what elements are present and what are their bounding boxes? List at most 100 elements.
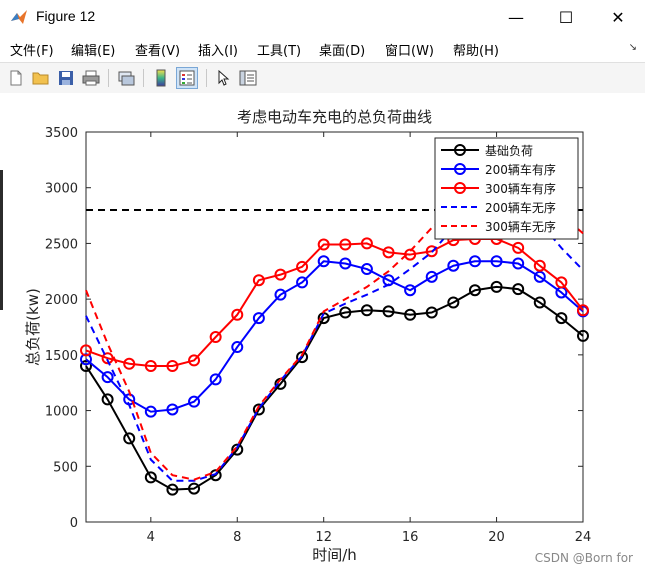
data-point-marker — [231, 443, 244, 456]
legend-swatch-marker — [454, 144, 466, 156]
data-point-marker — [166, 483, 179, 496]
data-point-marker — [101, 352, 114, 365]
menu-edit[interactable]: 编辑(E) — [71, 44, 116, 59]
data-point-marker — [468, 255, 481, 268]
toolbar-separator — [108, 69, 109, 87]
close-button[interactable]: ✕ — [611, 7, 625, 27]
y-tick-label: 1000 — [45, 405, 78, 420]
menu-tools[interactable]: 工具(T) — [257, 44, 302, 59]
data-point-marker — [425, 245, 438, 258]
menu-overflow-arrow-icon[interactable]: ↘ — [628, 42, 637, 53]
y-tick-label: 2000 — [45, 293, 78, 308]
data-point-marker — [425, 306, 438, 319]
figure-toolbar — [0, 62, 645, 94]
data-point-marker — [101, 393, 114, 406]
x-tick-label: 12 — [315, 530, 332, 545]
data-point-marker — [339, 306, 352, 319]
open-file-icon[interactable] — [30, 67, 52, 89]
data-point-marker — [296, 260, 309, 273]
link-plot-icon[interactable] — [115, 67, 137, 89]
data-point-marker — [188, 482, 201, 495]
toolbar-separator — [206, 69, 207, 87]
data-point-marker — [339, 257, 352, 270]
data-point-marker — [123, 432, 136, 445]
data-point-marker — [80, 344, 92, 357]
data-point-marker — [382, 305, 395, 318]
data-point-marker — [231, 341, 244, 354]
y-tick-label: 2500 — [45, 237, 78, 252]
data-point-marker — [144, 471, 157, 484]
data-point-marker — [188, 354, 201, 367]
data-point-marker — [123, 357, 136, 370]
y-tick-label: 0 — [70, 516, 78, 531]
x-tick-label: 16 — [402, 530, 419, 545]
data-point-marker — [274, 288, 287, 301]
menu-view[interactable]: 查看(V) — [135, 44, 181, 59]
pointer-icon[interactable] — [213, 67, 235, 89]
watermark-text: CSDN @Born for — [534, 551, 633, 565]
data-point-marker — [166, 403, 179, 416]
data-point-marker — [490, 255, 503, 268]
legend-entry-label: 300辆车有序 — [485, 181, 556, 196]
legend-entry-label: 200辆车有序 — [485, 162, 556, 177]
maximize-button[interactable]: ☐ — [558, 7, 574, 27]
data-point-marker — [144, 360, 157, 372]
menu-file[interactable]: 文件(F) — [10, 44, 54, 59]
data-point-marker — [555, 312, 568, 325]
data-point-marker — [252, 274, 265, 287]
data-point-marker — [252, 403, 265, 416]
series-line-1 — [85, 285, 584, 491]
legend-swatch-marker — [454, 163, 466, 175]
data-point-marker — [80, 353, 92, 366]
menu-bar: 文件(F) 编辑(E) 查看(V) 插入(I) 工具(T) 桌面(D) 窗口(W… — [0, 34, 645, 62]
data-point-marker — [577, 329, 589, 342]
x-tick-label: 4 — [147, 530, 155, 545]
data-point-marker — [317, 238, 330, 251]
data-point-marker — [101, 371, 114, 384]
y-tick-label: 500 — [53, 460, 78, 475]
legend-entry-label: 基础负荷 — [485, 144, 533, 158]
y-axis-label: 总负荷(kw) — [24, 288, 42, 366]
x-tick-label: 20 — [488, 530, 505, 545]
x-axis-label: 时间/h — [312, 546, 357, 564]
data-point-marker — [360, 263, 373, 276]
data-point-marker — [555, 276, 568, 289]
data-point-marker — [252, 312, 265, 325]
matlab-logo-icon — [11, 10, 27, 24]
y-tick-label: 3500 — [45, 126, 78, 141]
x-tick-label: 24 — [575, 530, 592, 545]
data-point-marker — [231, 308, 244, 321]
data-point-marker — [447, 259, 460, 272]
data-point-marker — [447, 296, 460, 309]
data-point-marker — [360, 304, 373, 317]
legend-swatch-marker — [454, 182, 466, 194]
background-window-edge — [0, 170, 3, 310]
menu-help[interactable]: 帮助(H) — [453, 44, 499, 59]
menu-insert[interactable]: 插入(I) — [198, 44, 238, 59]
data-point-marker — [209, 373, 222, 386]
data-point-marker — [382, 246, 395, 259]
data-point-marker — [533, 296, 546, 309]
save-icon[interactable] — [55, 67, 77, 89]
figure-canvas: 考虑电动车充电的总负荷曲线 时间/h 总负荷(kw) 4 8 12 16 20 24 0 500 10… — [0, 93, 645, 573]
menu-desktop[interactable]: 桌面(D) — [319, 44, 366, 59]
y-tick-label: 3000 — [45, 182, 78, 197]
data-point-marker — [360, 237, 373, 250]
data-point-marker — [317, 255, 330, 268]
data-point-marker — [209, 331, 222, 344]
data-point-marker — [490, 280, 503, 293]
window-title-bar: Figure 12 — ☐ ✕ — [0, 0, 645, 34]
menu-window[interactable]: 窗口(W) — [385, 44, 434, 59]
series-line-3 — [85, 237, 584, 367]
new-figure-icon[interactable] — [5, 67, 27, 89]
colorbar-icon[interactable] — [150, 67, 172, 89]
print-icon[interactable] — [80, 67, 102, 89]
data-point-marker — [274, 268, 287, 281]
data-point-marker — [296, 351, 309, 364]
legend-icon[interactable] — [176, 67, 198, 89]
legend-entry-label: 200辆车无序 — [485, 200, 556, 215]
property-editor-icon[interactable] — [237, 67, 259, 89]
data-point-marker — [512, 257, 525, 270]
minimize-button[interactable]: — — [508, 7, 524, 27]
